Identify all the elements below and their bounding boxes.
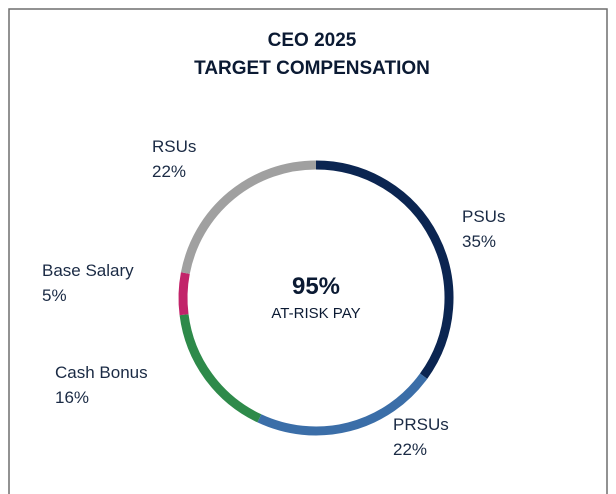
segment-value: 16% <box>55 388 89 407</box>
segment-value: 22% <box>393 440 427 459</box>
segment-name: RSUs <box>152 137 196 156</box>
segment-value: 35% <box>462 232 496 251</box>
segment-value: 22% <box>152 162 186 181</box>
segment-name: Cash Bonus <box>55 363 148 382</box>
center-value: 95% <box>292 273 340 300</box>
segment-name: Base Salary <box>42 261 134 280</box>
segment-name: PRSUs <box>393 415 449 434</box>
donut-segment <box>179 314 262 423</box>
segment-name: PSUs <box>462 207 505 226</box>
donut-segment <box>257 373 428 436</box>
chart-title: CEO 2025 <box>268 30 357 51</box>
segment-value: 5% <box>42 286 67 305</box>
frame <box>8 8 608 494</box>
donut-segment <box>315 160 454 379</box>
chart-title: TARGET COMPENSATION <box>194 58 430 79</box>
center-label: AT-RISK PAY <box>271 305 360 322</box>
donut-segment <box>180 160 317 274</box>
donut-segment <box>178 272 190 316</box>
